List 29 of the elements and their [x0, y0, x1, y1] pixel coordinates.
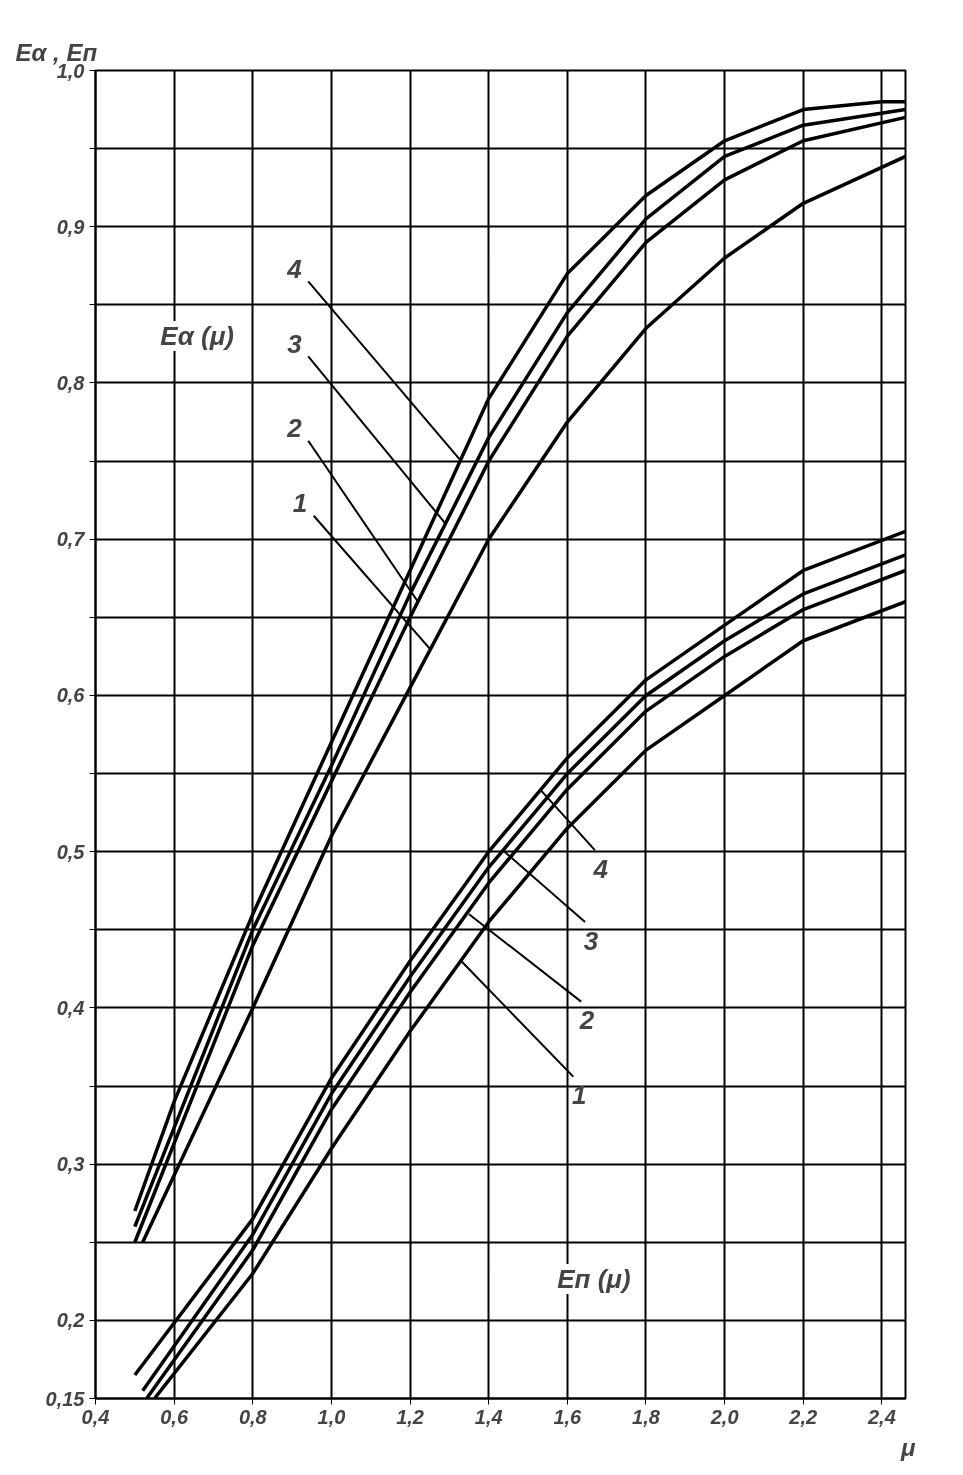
x-tick-label: 1,0 — [317, 1405, 346, 1428]
annotation: 3 — [583, 925, 599, 956]
annotation: 4 — [592, 853, 609, 884]
annotation: 3 — [287, 328, 303, 359]
x-axis-title: μ — [900, 1433, 917, 1461]
x-tick-label: 0,6 — [160, 1405, 189, 1428]
y-tick-label: 0,9 — [56, 215, 86, 238]
x-tick-label: 1,2 — [396, 1405, 424, 1428]
x-tick-label: 1,6 — [553, 1405, 583, 1428]
annotation: 1 — [292, 488, 308, 519]
y-tick-label: 0,7 — [56, 528, 86, 551]
annotation: 4 — [286, 253, 303, 284]
x-tick-label: 2,0 — [709, 1405, 739, 1428]
annotation: Eα (μ) — [160, 321, 234, 352]
y-tick-label: 0,2 — [56, 1309, 85, 1332]
annotation: Eп (μ) — [557, 1263, 631, 1294]
y-tick-label: 0,3 — [56, 1153, 85, 1176]
y-tick-label: 0,8 — [56, 371, 86, 394]
y-tick-label: 0,6 — [56, 684, 86, 707]
annotation: 1 — [571, 1080, 587, 1111]
x-tick-label: 0,8 — [238, 1405, 268, 1428]
x-tick-label: 1,4 — [474, 1405, 503, 1428]
annotation: 2 — [286, 413, 303, 444]
y-tick-label: 0,5 — [56, 840, 86, 863]
y-tick-label: 0,4 — [56, 996, 85, 1019]
x-tick-label: 1,8 — [632, 1405, 661, 1428]
annotation: 2 — [578, 1005, 595, 1036]
x-tick-label: 2,2 — [788, 1405, 818, 1428]
x-tick-label: 2,4 — [867, 1405, 896, 1428]
